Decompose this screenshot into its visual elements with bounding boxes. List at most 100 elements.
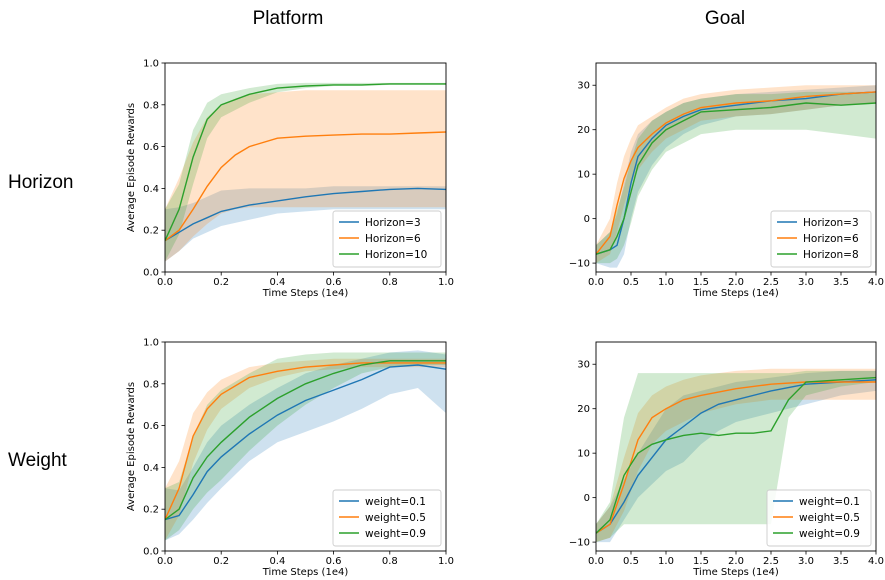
- confidence-band-2: [596, 91, 876, 264]
- x-axis-label: Time Steps (1e4): [692, 288, 779, 299]
- confidence-band-1: [596, 368, 876, 543]
- x-tick-label: 1.0: [438, 556, 454, 567]
- row-title-horizon: Horizon: [8, 172, 74, 193]
- legend-entry-2: Horizon=10: [365, 249, 427, 261]
- legend-entry-2: Horizon=8: [803, 249, 859, 261]
- confidence-band-0: [596, 370, 876, 543]
- legend-entry-0: Horizon=3: [803, 217, 859, 229]
- legend: Horizon=3 Horizon=6 Horizon=8: [770, 210, 872, 268]
- x-tick-label: 0.6: [326, 556, 342, 567]
- series-line-2: [165, 360, 446, 521]
- x-tick-label: 3.0: [798, 556, 814, 567]
- y-tick-label: 0.8: [143, 100, 159, 111]
- legend-box: [332, 489, 442, 547]
- x-tick-label: 4.0: [868, 556, 884, 567]
- x-tick-label: 0.5: [623, 556, 639, 567]
- legend-entry-1: weight=0.5: [799, 512, 860, 524]
- y-tick-label: −10: [569, 538, 590, 549]
- column-title-goal: Goal: [704, 8, 746, 29]
- x-tick-label: 1.0: [658, 556, 674, 567]
- legend: Horizon=3 Horizon=6 Horizon=10: [332, 210, 442, 268]
- y-tick-label: 30: [577, 360, 590, 371]
- plot-area: [596, 85, 876, 268]
- x-tick-label: 0.8: [382, 277, 398, 288]
- y-tick-label: 0.4: [143, 184, 159, 195]
- y-tick-label: 0: [584, 493, 590, 504]
- x-tick-label: 0.6: [326, 277, 342, 288]
- y-tick-label: 1.0: [143, 59, 159, 70]
- x-tick-label: 0.0: [157, 556, 173, 567]
- series-line-1: [165, 131, 446, 242]
- series-line-2: [596, 102, 876, 255]
- x-tick-label: 0.0: [588, 277, 604, 288]
- plot-frame: [164, 62, 447, 273]
- y-tick-label: 0.0: [143, 547, 159, 558]
- x-tick-label: 0.0: [588, 556, 604, 567]
- plot-area: [165, 82, 446, 262]
- y-tick-label: 0.2: [143, 226, 159, 237]
- plot-area: [165, 350, 446, 541]
- x-tick-label: 2.0: [728, 556, 744, 567]
- legend-box: [766, 489, 872, 547]
- x-tick-label: 1.5: [693, 556, 709, 567]
- series-line-0: [596, 379, 876, 534]
- legend-box: [332, 210, 442, 268]
- x-tick-label: 3.5: [833, 556, 849, 567]
- legend-entry-0: weight=0.1: [365, 496, 426, 508]
- x-tick-label: 0.8: [382, 556, 398, 567]
- y-tick-label: 0.6: [143, 142, 159, 153]
- series-line-0: [165, 187, 446, 242]
- y-tick-label: 20: [577, 404, 590, 415]
- x-tick-label: 0.4: [269, 277, 285, 288]
- y-tick-label: 0.2: [143, 505, 159, 516]
- x-tick-label: 3.0: [798, 277, 814, 288]
- chart-panel-0: 0.0 0.2 0.4 0.6 0.8 1.0 0.0 0.2 0.4 0.6 0.8 1.0 Time…: [126, 59, 454, 300]
- legend-entry-2: weight=0.9: [365, 528, 426, 540]
- plot-area: [596, 368, 876, 543]
- confidence-band-0: [165, 186, 446, 262]
- x-tick-label: 0.5: [623, 277, 639, 288]
- series-line-0: [165, 364, 446, 521]
- x-tick-label: 4.0: [868, 277, 884, 288]
- x-tick-label: 2.0: [728, 277, 744, 288]
- legend-entry-0: weight=0.1: [799, 496, 860, 508]
- x-tick-label: 2.5: [763, 277, 779, 288]
- x-tick-label: 0.4: [269, 556, 285, 567]
- series-line-2: [596, 376, 876, 534]
- y-tick-label: −10: [569, 259, 590, 270]
- x-tick-label: 2.5: [763, 556, 779, 567]
- x-tick-label: 1.0: [658, 277, 674, 288]
- series-line-1: [165, 362, 446, 520]
- legend-box: [770, 210, 872, 268]
- x-tick-label: 1.5: [693, 277, 709, 288]
- y-tick-label: 30: [577, 81, 590, 92]
- y-tick-label: 10: [577, 449, 590, 460]
- y-tick-label: 0.0: [143, 268, 159, 279]
- confidence-band-1: [165, 90, 446, 262]
- x-axis-label: Time Steps (1e4): [692, 567, 779, 578]
- column-title-platform: Platform: [252, 8, 324, 29]
- x-tick-label: 0.0: [157, 277, 173, 288]
- series-line-2: [165, 83, 446, 241]
- series-line-0: [596, 91, 876, 255]
- x-tick-label: 0.2: [213, 556, 229, 567]
- row-title-weight: Weight: [8, 450, 67, 471]
- x-tick-label: 0.2: [213, 277, 229, 288]
- legend-entry-2: weight=0.9: [799, 528, 860, 540]
- y-tick-label: 0.8: [143, 379, 159, 390]
- confidence-band-2: [165, 352, 446, 541]
- chart-panel-2: 0.0 0.2 0.4 0.6 0.8 1.0 0.0 0.2 0.4 0.6 0.8 1.0 Time…: [126, 338, 454, 579]
- series-line-1: [596, 91, 876, 255]
- confidence-band-0: [165, 350, 446, 541]
- legend-entry-1: weight=0.5: [365, 512, 426, 524]
- y-tick-label: 1.0: [143, 338, 159, 349]
- y-axis-label: Average Episode Rewards: [126, 382, 137, 511]
- y-tick-label: 20: [577, 125, 590, 136]
- legend: weight=0.1 weight=0.5 weight=0.9: [332, 489, 442, 547]
- confidence-band-0: [596, 85, 876, 268]
- y-axis-label: Average Episode Rewards: [126, 103, 137, 232]
- y-tick-label: 0.6: [143, 421, 159, 432]
- y-tick-label: 10: [577, 170, 590, 181]
- x-axis-label: Time Steps (1e4): [262, 567, 349, 578]
